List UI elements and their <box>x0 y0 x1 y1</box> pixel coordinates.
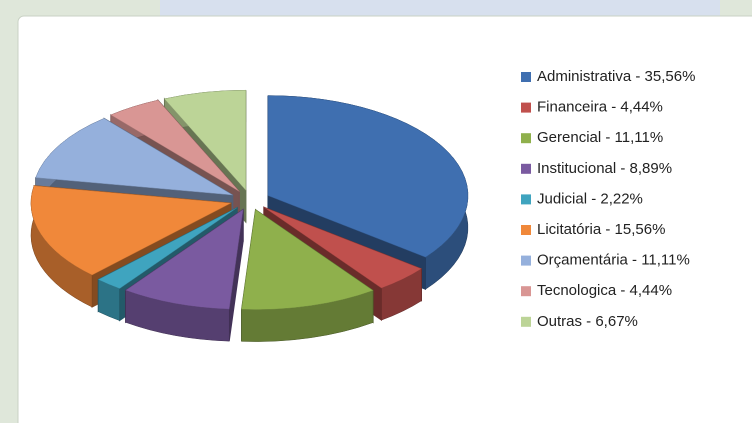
legend-swatch <box>521 286 531 297</box>
legend-label: Tecnologica - 4,44% <box>537 282 672 299</box>
legend-swatch <box>521 72 531 82</box>
legend: Administrativa - 35,56% Financeira - 4,44… <box>521 68 695 330</box>
legend-swatch <box>521 255 531 266</box>
pie <box>30 89 469 342</box>
legend-label: Licitatória - 15,56% <box>537 221 665 238</box>
legend-label: Gerencial - 11,11% <box>537 129 663 146</box>
slice <box>35 118 233 196</box>
slice <box>97 207 238 289</box>
legend-label: Administrativa - 35,56% <box>537 68 695 85</box>
slice <box>267 95 469 258</box>
slice <box>163 89 247 191</box>
slice <box>30 185 232 276</box>
legend-swatch <box>521 102 531 113</box>
legend-swatch <box>521 163 531 174</box>
legend-label: Outras - 6,67% <box>537 313 638 330</box>
legend-swatch <box>521 194 531 205</box>
slice <box>125 208 244 310</box>
legend-swatch <box>521 316 531 327</box>
legend-label: Institucional - 8,89% <box>537 160 672 177</box>
legend-label: Orçamentária - 11,11% <box>537 252 690 269</box>
slice <box>110 99 240 192</box>
legend-swatch <box>521 225 531 235</box>
legend-label: Judicial - 2,22% <box>537 190 643 207</box>
legend-swatch <box>521 133 531 144</box>
slice <box>263 206 423 289</box>
header-band <box>160 0 720 18</box>
slice <box>241 209 374 310</box>
legend-label: Financeira - 4,44% <box>537 99 663 116</box>
